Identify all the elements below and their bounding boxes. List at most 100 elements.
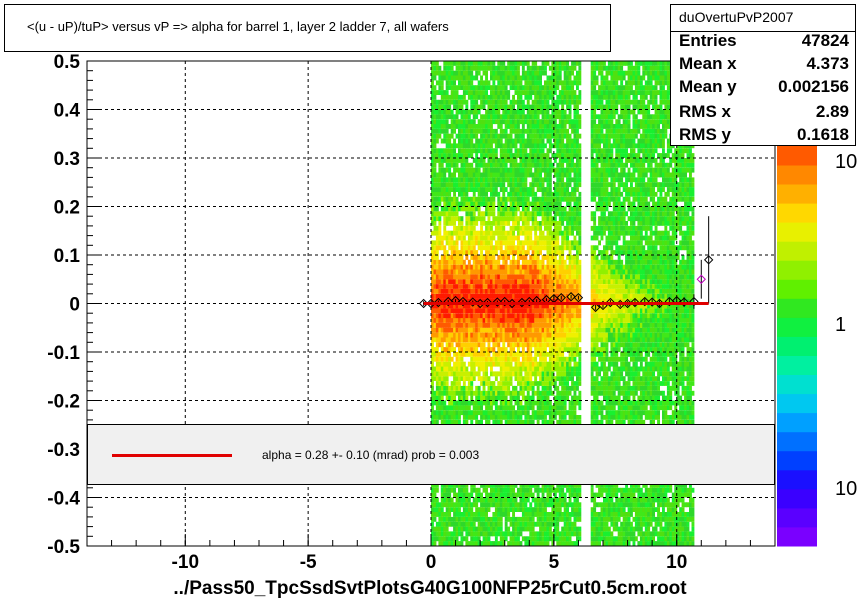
heatmap-cell xyxy=(450,284,454,289)
heatmap-cell xyxy=(497,521,501,527)
heatmap-cell xyxy=(561,308,565,314)
heatmap-cell xyxy=(458,366,461,372)
heatmap-cell xyxy=(546,211,550,217)
heatmap-cell xyxy=(502,167,506,173)
heatmap-cell xyxy=(504,482,508,488)
heatmap-cell xyxy=(472,347,476,352)
heatmap-cell xyxy=(448,158,452,163)
heatmap-cell xyxy=(465,201,469,207)
heatmap-cell xyxy=(485,65,488,71)
heatmap-cell xyxy=(448,313,452,319)
heatmap-cell xyxy=(504,245,508,251)
heatmap-cell xyxy=(548,264,552,270)
heatmap-cell xyxy=(529,114,533,120)
heatmap-cell xyxy=(521,65,525,71)
heatmap-cell xyxy=(539,196,542,202)
heatmap-cell xyxy=(480,216,483,222)
heatmap-cell xyxy=(519,187,523,192)
heatmap-cell xyxy=(563,153,567,158)
heatmap-cell xyxy=(546,153,550,158)
heatmap-cell xyxy=(433,419,437,425)
heatmap-cell xyxy=(450,337,454,343)
heatmap-cell xyxy=(482,284,486,289)
heatmap-cell xyxy=(507,172,511,178)
heatmap-cell xyxy=(514,124,518,129)
heatmap-cell xyxy=(458,80,461,86)
heatmap-cell xyxy=(521,293,525,299)
heatmap-cell xyxy=(458,225,461,231)
heatmap-cell xyxy=(440,507,444,512)
heatmap-cell xyxy=(531,191,535,197)
heatmap-cell xyxy=(438,361,442,367)
heatmap-cell xyxy=(435,230,439,236)
heatmap-cell xyxy=(541,419,545,425)
heatmap-cell xyxy=(431,75,434,81)
heatmap-cell xyxy=(455,65,459,71)
heatmap-cell xyxy=(497,385,501,391)
heatmap-cell xyxy=(566,410,569,416)
heatmap-cell xyxy=(431,221,434,226)
heatmap-cell xyxy=(497,318,501,323)
heatmap-cell xyxy=(514,119,518,125)
heatmap-cell xyxy=(490,128,493,134)
heatmap-cell xyxy=(453,104,456,110)
heatmap-cell xyxy=(519,133,523,139)
heatmap-cell xyxy=(443,332,447,338)
heatmap-cell xyxy=(492,187,496,192)
heatmap-cell xyxy=(521,90,525,95)
heatmap-cell xyxy=(526,395,530,401)
heatmap-cell xyxy=(529,264,533,270)
heatmap-cell xyxy=(507,245,511,251)
heatmap-cell xyxy=(563,419,567,425)
heatmap-cell xyxy=(431,288,434,294)
heatmap-cell xyxy=(485,80,488,86)
heatmap-cell xyxy=(499,216,503,222)
heatmap-cell xyxy=(440,327,444,333)
heatmap-cell xyxy=(431,255,434,260)
heatmap-cell xyxy=(455,211,459,217)
heatmap-cell xyxy=(514,133,518,139)
heatmap-cell xyxy=(433,206,437,212)
heatmap-cell xyxy=(558,284,562,289)
heatmap-cell xyxy=(480,153,483,158)
heatmap-cell xyxy=(453,395,456,401)
heatmap-cell xyxy=(448,206,452,212)
heatmap-cell xyxy=(485,395,488,401)
heatmap-cell xyxy=(509,216,513,222)
heatmap-cell xyxy=(482,128,486,134)
heatmap-cell xyxy=(521,216,525,222)
heatmap-cell xyxy=(561,138,565,144)
heatmap-cell xyxy=(453,400,456,406)
heatmap-cell xyxy=(529,415,533,420)
heatmap-cell xyxy=(497,80,501,86)
heatmap-cell xyxy=(453,172,456,178)
heatmap-cell xyxy=(472,502,476,508)
heatmap-cell xyxy=(433,279,437,284)
heatmap-cell xyxy=(492,381,496,386)
heatmap-cell xyxy=(450,347,454,352)
heatmap-cell xyxy=(445,487,449,493)
heatmap-cell xyxy=(517,298,520,304)
heatmap-cell xyxy=(487,148,491,154)
heatmap-cell xyxy=(563,410,567,416)
heatmap-cell xyxy=(526,85,530,90)
heatmap-cell xyxy=(526,361,530,367)
heatmap-cell xyxy=(467,90,471,95)
heatmap-cell xyxy=(438,356,442,362)
heatmap-cell xyxy=(445,124,449,129)
heatmap-cell xyxy=(487,497,491,503)
heatmap-cell xyxy=(541,512,545,517)
heatmap-cell xyxy=(480,75,483,81)
heatmap-cell xyxy=(561,187,565,192)
heatmap-cell xyxy=(431,70,434,76)
heatmap-cell xyxy=(553,201,557,207)
heatmap-cell xyxy=(460,366,464,372)
heatmap-cell xyxy=(512,255,515,260)
heatmap-cell xyxy=(536,167,540,173)
heatmap-cell xyxy=(482,327,486,333)
heatmap-cell xyxy=(433,191,437,197)
heatmap-cell xyxy=(551,497,555,503)
heatmap-cell xyxy=(440,531,444,537)
heatmap-cell xyxy=(553,104,557,110)
heatmap-cell xyxy=(433,90,437,95)
